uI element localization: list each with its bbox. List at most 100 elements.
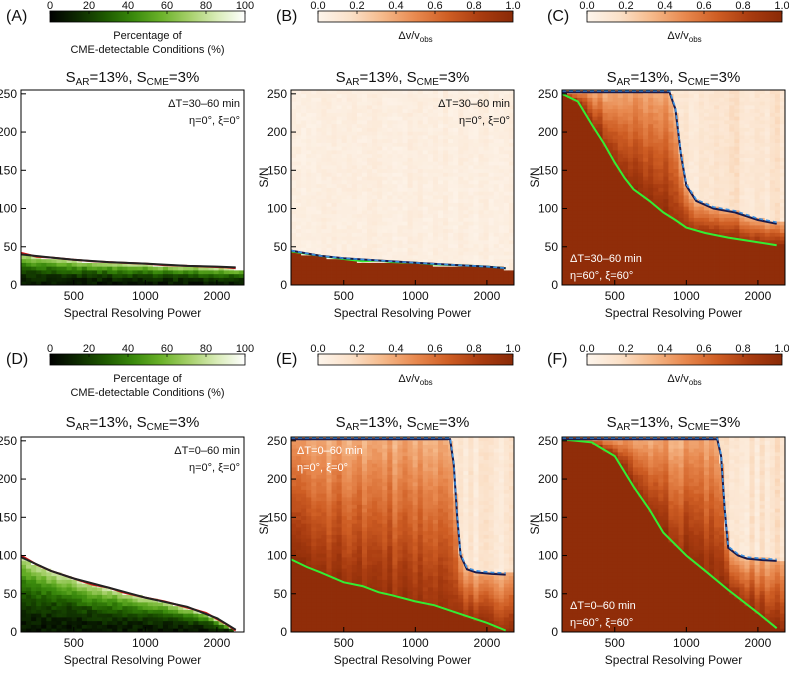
heatmap-cell	[407, 213, 414, 218]
heatmap-cell	[562, 240, 568, 245]
heatmap-cell	[122, 176, 128, 181]
heatmap-cell	[183, 236, 189, 241]
heatmap-cell	[387, 127, 393, 132]
heatmap-cell	[81, 131, 88, 136]
heatmap-cell	[397, 217, 403, 222]
heatmap-cell	[122, 236, 128, 241]
heatmap-cell	[71, 270, 78, 275]
heatmap-cell	[142, 150, 149, 155]
heatmap-cell	[162, 138, 169, 143]
heatmap-cell	[213, 255, 220, 260]
heatmap-cell	[493, 176, 500, 181]
heatmap-cell	[117, 228, 123, 233]
heatmap-cell	[142, 172, 149, 177]
heatmap-cell	[577, 210, 583, 215]
heatmap-cell	[483, 138, 490, 143]
heatmap-cell	[36, 236, 42, 241]
heatmap-cell	[127, 168, 133, 173]
heatmap-cell	[567, 195, 573, 200]
heatmap-cell	[437, 206, 444, 211]
heatmap-cell	[311, 191, 317, 196]
heatmap-cell	[142, 236, 149, 241]
heatmap-cell	[296, 247, 302, 252]
heatmap-cell	[488, 97, 495, 102]
heatmap-cell	[97, 251, 103, 256]
heatmap-cell	[483, 277, 490, 282]
heatmap-cell	[162, 112, 169, 117]
heatmap-cell	[498, 90, 505, 95]
heatmap-cell	[372, 150, 378, 155]
heatmap-cell	[178, 240, 184, 245]
heatmap-cell	[97, 150, 103, 155]
heatmap-cell	[582, 97, 588, 102]
heatmap-cell	[498, 108, 505, 113]
heatmap-cell	[26, 273, 32, 278]
heatmap-cell	[102, 135, 108, 140]
heatmap-cell	[356, 120, 363, 125]
heatmap-cell	[316, 142, 322, 147]
heatmap-cell	[173, 172, 179, 177]
heatmap-cell	[102, 153, 108, 158]
heatmap-cell	[427, 168, 434, 173]
heatmap-cell	[402, 153, 408, 158]
heatmap-cell	[356, 195, 363, 200]
heatmap-cell	[453, 161, 459, 166]
heatmap-cell	[473, 176, 479, 181]
heatmap-cell	[336, 247, 343, 252]
heatmap-cell	[356, 202, 363, 207]
heatmap-cell	[478, 255, 484, 260]
heatmap-cell	[432, 165, 439, 170]
heatmap-cell	[508, 270, 515, 275]
heatmap-cell	[422, 210, 429, 215]
heatmap-cell	[117, 240, 123, 245]
heatmap-cell	[91, 232, 98, 237]
heatmap-cell	[306, 236, 312, 241]
heatmap-cell	[503, 116, 510, 121]
heatmap-cell	[162, 161, 169, 166]
heatmap-cell	[112, 127, 118, 132]
heatmap-cell	[142, 206, 149, 211]
heatmap-cell	[367, 228, 373, 233]
heatmap-cell	[473, 206, 479, 211]
heatmap-cell	[407, 176, 414, 181]
heatmap-cell	[178, 251, 184, 256]
panel-letter: (A)	[6, 8, 27, 25]
heatmap-cell	[91, 191, 98, 196]
heatmap-cell	[41, 251, 47, 256]
heatmap-cell	[417, 202, 424, 207]
y-axis-label: S/N	[0, 167, 1, 187]
heatmap-cell	[473, 90, 479, 95]
heatmap-cell	[167, 243, 174, 248]
heatmap-cell	[321, 146, 327, 151]
heatmap-cell	[122, 225, 128, 230]
heatmap-cell	[493, 120, 500, 125]
heatmap-cell	[407, 251, 414, 256]
heatmap-cell	[316, 120, 322, 125]
heatmap-cell	[508, 195, 515, 200]
heatmap-cell	[162, 232, 169, 237]
heatmap-cell	[51, 138, 57, 143]
heatmap-cell	[21, 180, 27, 185]
heatmap-cell	[76, 232, 83, 237]
heatmap-cell	[228, 210, 235, 215]
heatmap-cell	[152, 135, 159, 140]
heatmap-cell	[316, 247, 322, 252]
heatmap-cell	[296, 150, 302, 155]
heatmap-cell	[117, 277, 123, 282]
heatmap-cell	[223, 138, 230, 143]
heatmap-cell	[76, 90, 83, 95]
heatmap-cell	[377, 176, 383, 181]
heatmap-cell	[188, 176, 194, 181]
heatmap-cell	[361, 243, 368, 248]
heatmap-cell	[508, 198, 515, 203]
heatmap-cell	[417, 90, 424, 95]
heatmap-cell	[567, 191, 573, 196]
heatmap-cell	[468, 157, 474, 162]
heatmap-cell	[132, 213, 138, 218]
heatmap-cell	[377, 187, 383, 192]
heatmap-cell	[66, 112, 73, 117]
heatmap-cell	[437, 101, 444, 106]
heatmap-cell	[311, 273, 317, 278]
heatmap-cell	[498, 198, 505, 203]
